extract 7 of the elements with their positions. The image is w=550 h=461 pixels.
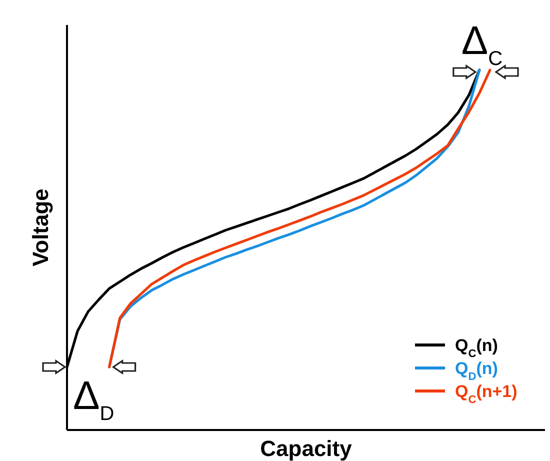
annotation: Δ$_{D}$ <box>73 374 114 425</box>
x-axis-title: Capacity <box>260 436 353 461</box>
y-axis-title: Voltage <box>28 188 53 266</box>
annotation: Δ$_{C}$ <box>461 19 503 70</box>
legend-label: Q$_{C}$(n) <box>455 336 498 360</box>
legend-label: Q$_{D}$(n) <box>455 359 498 383</box>
legend-label: Q$_{C}$(n+1) <box>455 382 518 406</box>
